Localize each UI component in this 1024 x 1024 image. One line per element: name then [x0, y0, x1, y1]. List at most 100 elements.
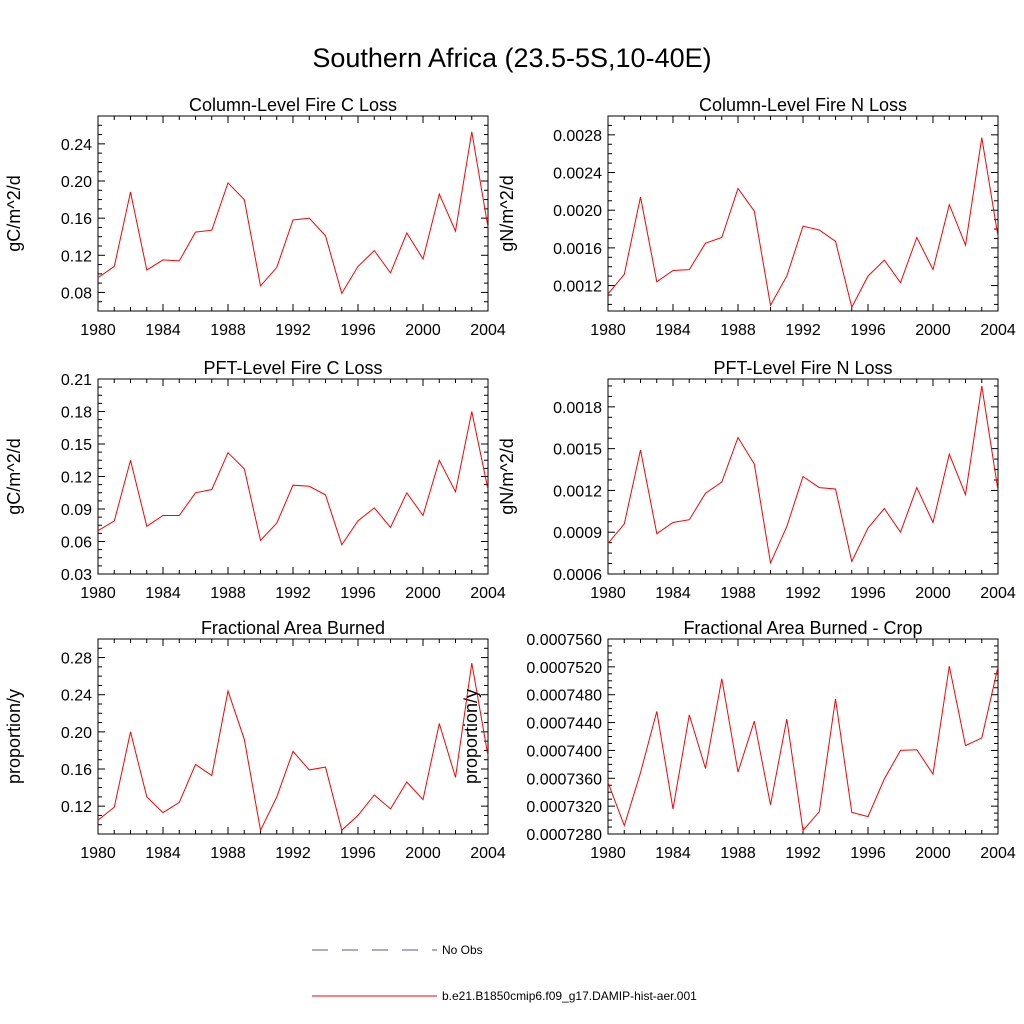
y-tick-label: 0.24: [61, 137, 92, 154]
plot-frame: [97, 638, 489, 835]
x-tick-label: 1996: [340, 322, 376, 339]
x-tick-label: 2000: [915, 585, 951, 602]
x-tick-label: 1984: [655, 585, 691, 602]
chart-panel-2: Column-Level Fire N Loss gN/m^2/d 1980 1984…: [497, 95, 1016, 339]
y-tick-label: 0.0007360: [526, 771, 602, 788]
x-tick-label: 1996: [340, 845, 376, 862]
x-tick-label: 1992: [275, 585, 311, 602]
chart-panels: Column-Level Fire C Loss gC/m^2/d 1980 1984…: [4, 95, 1016, 862]
series-line: [607, 137, 999, 309]
y-tick-label: 0.0007280: [526, 827, 602, 844]
x-tick-label: 2000: [915, 322, 951, 339]
y-tick-label: 0.12: [61, 470, 92, 487]
y-tick-label: 0.12: [61, 799, 92, 816]
x-tick-label: 1996: [850, 585, 886, 602]
x-tick-label: 2004: [470, 585, 506, 602]
x-tick-label: 2004: [470, 845, 506, 862]
x-tick-label: 1980: [590, 845, 626, 862]
x-tick-label: 1980: [590, 322, 626, 339]
x-tick-label: 1992: [785, 322, 821, 339]
y-tick-label: 0.18: [61, 405, 92, 422]
y-tick-label: 0.0012: [553, 483, 602, 500]
y-axis-label: gC/m^2/d: [4, 175, 24, 251]
y-tick-label: 0.0016: [553, 241, 602, 258]
x-tick-label: 1984: [655, 322, 691, 339]
x-tick-label: 1980: [590, 585, 626, 602]
y-axis-label: gN/m^2/d: [497, 438, 517, 514]
y-axis-label: gC/m^2/d: [4, 438, 24, 514]
x-tick-label: 1984: [145, 322, 181, 339]
y-tick-label: 0.06: [61, 535, 92, 552]
series-line: [607, 385, 999, 565]
x-tick-label: 1988: [210, 845, 246, 862]
y-tick-label: 0.20: [61, 174, 92, 191]
x-tick-label: 1996: [850, 845, 886, 862]
x-tick-label: 2000: [405, 845, 441, 862]
y-tick-label: 0.0007480: [526, 688, 602, 705]
x-tick-label: 1992: [785, 585, 821, 602]
x-tick-label: 1984: [145, 585, 181, 602]
panel-title: Column-Level Fire C Loss: [189, 95, 397, 115]
x-tick-label: 2000: [405, 585, 441, 602]
y-tick-label: 0.20: [61, 725, 92, 742]
series-line: [97, 663, 489, 832]
panel-title: PFT-Level Fire N Loss: [713, 358, 892, 378]
y-tick-label: 0.28: [61, 651, 92, 668]
x-tick-label: 1988: [210, 322, 246, 339]
y-tick-label: 0.03: [61, 567, 92, 584]
y-axis-label: proportion/y: [4, 689, 24, 784]
x-tick-label: 2000: [915, 845, 951, 862]
x-tick-label: 2000: [405, 322, 441, 339]
x-tick-label: 1980: [80, 322, 116, 339]
legend-no-obs-label: No Obs: [442, 943, 483, 957]
y-tick-label: 0.0006: [553, 567, 602, 584]
y-tick-label: 0.15: [61, 437, 92, 454]
panel-title: PFT-Level Fire C Loss: [203, 358, 382, 378]
y-tick-label: 0.0028: [553, 128, 602, 145]
x-tick-label: 1992: [275, 322, 311, 339]
panel-title: Fractional Area Burned - Crop: [683, 618, 922, 638]
plot-frame: [97, 378, 489, 575]
x-tick-label: 2004: [980, 322, 1016, 339]
y-tick-label: 0.0007560: [526, 632, 602, 649]
plot-frame: [607, 115, 999, 312]
chart-panel-1: Column-Level Fire C Loss gC/m^2/d 1980 1984…: [4, 95, 506, 339]
x-tick-label: 1992: [275, 845, 311, 862]
y-tick-label: 0.0024: [553, 166, 602, 183]
x-tick-label: 1996: [850, 322, 886, 339]
y-axis-label: proportion/y: [461, 689, 481, 784]
x-tick-label: 1984: [655, 845, 691, 862]
series-line: [97, 131, 489, 295]
y-tick-label: 0.24: [61, 688, 92, 705]
y-tick-label: 0.0007320: [526, 799, 602, 816]
panel-title: Column-Level Fire N Loss: [699, 95, 907, 115]
chart-panel-6: Fractional Area Burned - Crop proportion/…: [461, 618, 1016, 862]
figure-title: Southern Africa (23.5-5S,10-40E): [312, 43, 711, 73]
y-tick-label: 0.0007440: [526, 716, 602, 733]
y-tick-label: 0.08: [61, 285, 92, 302]
x-tick-label: 1996: [340, 585, 376, 602]
y-tick-label: 0.09: [61, 502, 92, 519]
y-tick-label: 0.16: [61, 762, 92, 779]
y-tick-label: 0.0020: [553, 203, 602, 220]
x-tick-label: 1980: [80, 845, 116, 862]
chart-panel-5: Fractional Area Burned proportion/y 1980 19…: [4, 618, 506, 862]
y-tick-label: 0.0009: [553, 525, 602, 542]
y-tick-label: 0.0012: [553, 279, 602, 296]
y-tick-label: 0.0015: [553, 442, 602, 459]
x-tick-label: 1992: [785, 845, 821, 862]
y-tick-label: 0.21: [61, 372, 92, 389]
series-line: [607, 666, 999, 832]
y-tick-label: 0.0007520: [526, 660, 602, 677]
x-tick-label: 1988: [210, 585, 246, 602]
y-tick-label: 0.12: [61, 248, 92, 265]
x-tick-label: 2004: [980, 585, 1016, 602]
y-axis-label: gN/m^2/d: [497, 175, 517, 251]
x-tick-label: 2004: [980, 845, 1016, 862]
x-tick-label: 1988: [720, 585, 756, 602]
chart-panel-3: PFT-Level Fire C Loss gC/m^2/d 1980 1984 198…: [4, 358, 506, 602]
panel-title: Fractional Area Burned: [201, 618, 385, 638]
x-tick-label: 1988: [720, 845, 756, 862]
y-tick-label: 0.0007400: [526, 743, 602, 760]
